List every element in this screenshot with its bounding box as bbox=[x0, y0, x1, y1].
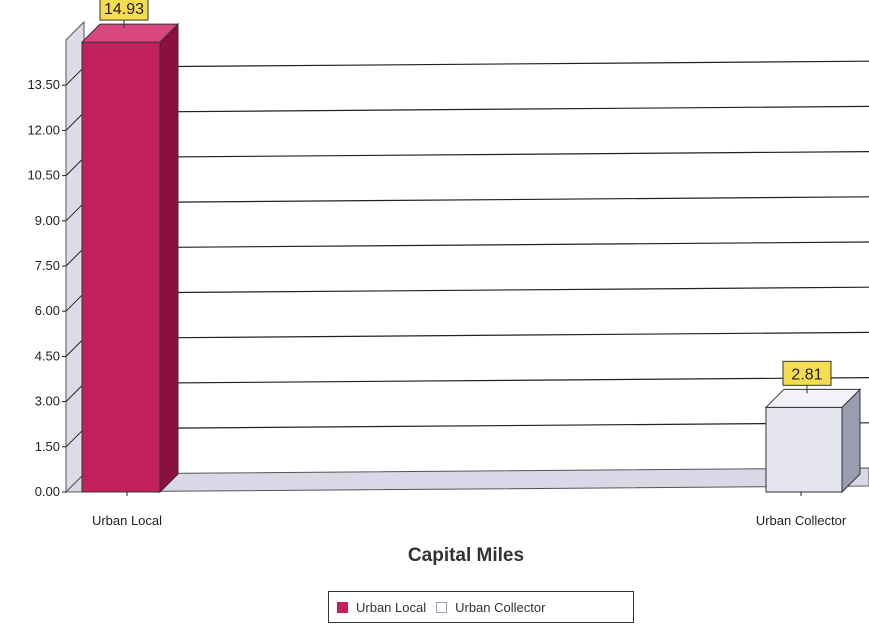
y-tick-label: 6.00 bbox=[35, 303, 60, 318]
data-label: 2.81 bbox=[782, 360, 832, 394]
legend-swatch-urban-local bbox=[337, 601, 348, 613]
data-labels: 14.93 2.81 bbox=[99, 0, 832, 394]
gridline bbox=[65, 377, 869, 402]
y-axis: 0.00 1.50 3.00 4.50 6.00 7.50 9.00 10.50 12.00 13… bbox=[27, 77, 66, 499]
y-tick-label: 0.00 bbox=[35, 484, 60, 499]
y-tick-label: 4.50 bbox=[35, 348, 60, 363]
svg-text:14.93: 14.93 bbox=[104, 1, 144, 18]
y-tick-label: 9.00 bbox=[35, 213, 60, 228]
y-tick-label: 1.50 bbox=[35, 439, 60, 454]
x-axis-categories: Urban Local Urban Collector bbox=[92, 492, 847, 528]
y-tick-label: 10.50 bbox=[27, 168, 60, 183]
y-tick-label: 13.50 bbox=[27, 77, 60, 92]
gridline bbox=[65, 151, 869, 176]
y-tick-label: 3.00 bbox=[35, 394, 60, 409]
data-label: 14.93 bbox=[99, 0, 149, 29]
gridline bbox=[65, 196, 869, 222]
legend: Urban Local Urban Collector bbox=[328, 591, 634, 623]
gridline bbox=[65, 60, 869, 86]
bar-urban-collector bbox=[764, 388, 862, 494]
x-category-label: Urban Local bbox=[92, 513, 162, 528]
x-category-label: Urban Collector bbox=[756, 513, 847, 528]
gridline bbox=[65, 331, 869, 357]
legend-swatch-urban-collector bbox=[436, 601, 448, 613]
floor bbox=[64, 467, 869, 493]
y-tick-label: 7.50 bbox=[35, 258, 60, 273]
bar-urban-local bbox=[80, 22, 180, 494]
legend-label-urban-local: Urban Local bbox=[356, 599, 427, 615]
bars bbox=[80, 22, 862, 494]
gridlines bbox=[65, 60, 869, 448]
gridline bbox=[65, 241, 869, 267]
svg-text:2.81: 2.81 bbox=[791, 366, 822, 383]
legend-item-urban-local: Urban Local bbox=[337, 600, 426, 615]
legend-label-urban-collector: Urban Collector bbox=[455, 599, 546, 615]
chart-walls bbox=[64, 20, 869, 494]
x-axis-title: Capital Miles bbox=[408, 545, 524, 566]
gridline bbox=[65, 286, 869, 312]
y-tick-label: 12.00 bbox=[27, 122, 60, 137]
gridline bbox=[65, 105, 869, 131]
gridline bbox=[65, 422, 869, 448]
legend-item-urban-collector: Urban Collector bbox=[436, 600, 545, 615]
